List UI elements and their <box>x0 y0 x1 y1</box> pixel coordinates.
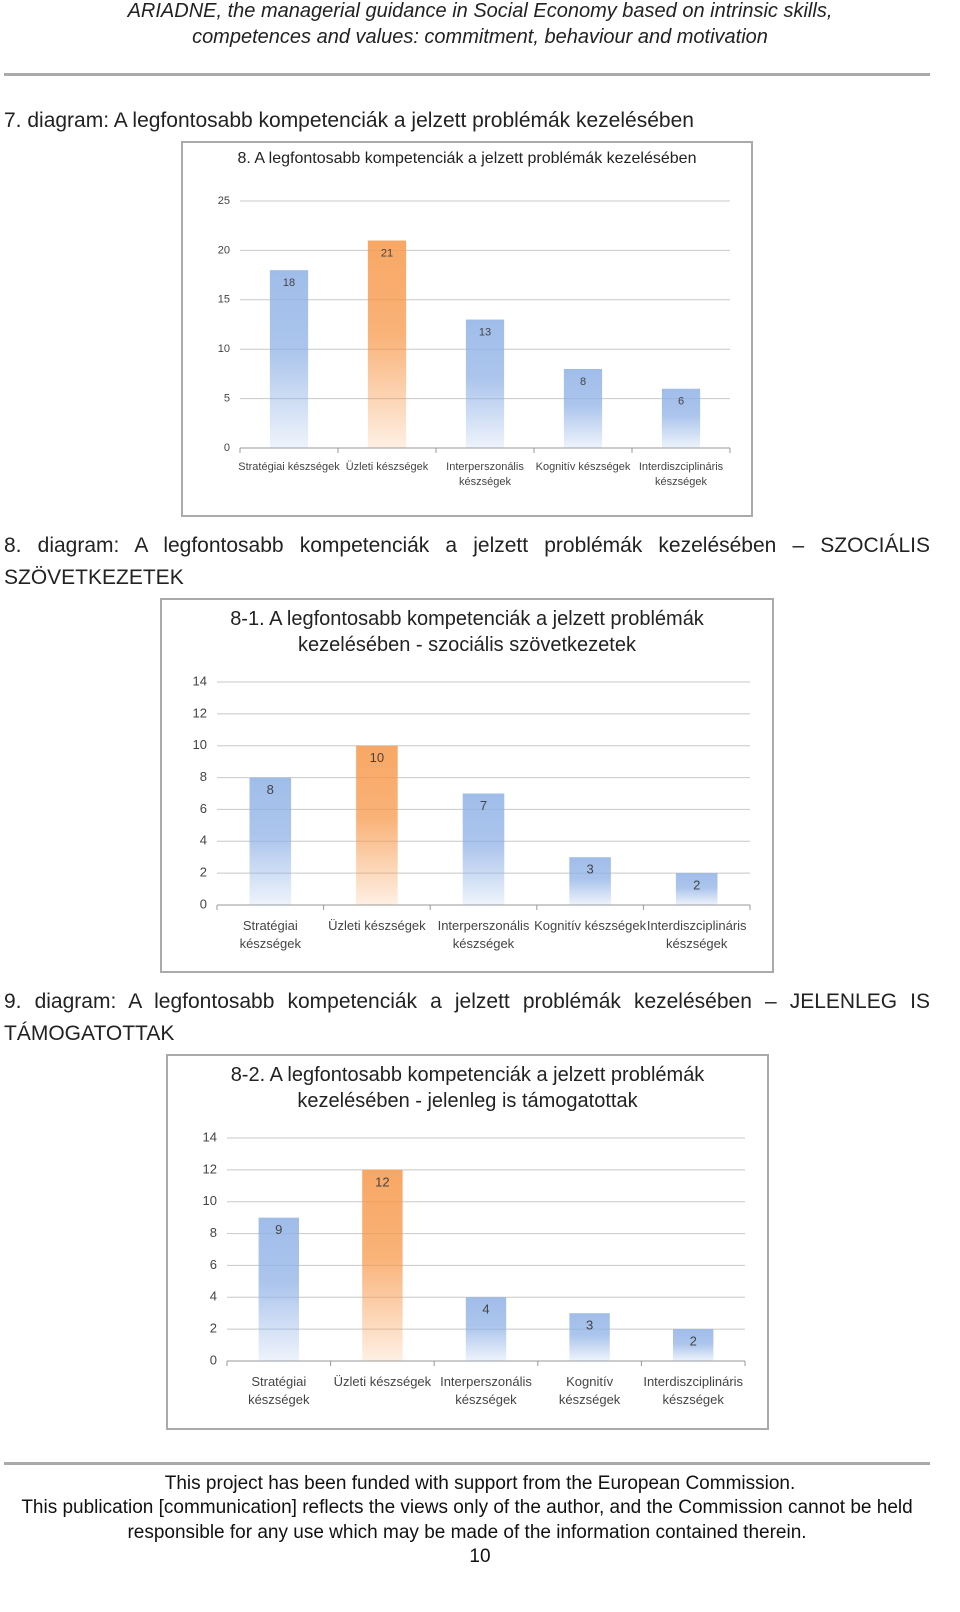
y-tick-label: 6 <box>210 1257 217 1272</box>
x-tick-label: Interdiszciplináris készségek <box>638 461 724 488</box>
x-tick-label: Üzleti készségek <box>328 918 426 933</box>
x-tick-label: Interperszonális készségek <box>440 1374 532 1407</box>
bar <box>569 857 611 905</box>
value-label: 2 <box>690 1334 697 1349</box>
header-line: competences and values: commitment, beha… <box>192 26 768 48</box>
value-label: 12 <box>375 1174 389 1189</box>
y-tick-label: 4 <box>210 1289 217 1304</box>
bar <box>672 1329 714 1361</box>
caption: 8. diagram: A legfontosabb kompetenciák … <box>4 534 930 589</box>
y-tick-label: 10 <box>203 1193 217 1208</box>
y-tick-label: 0 <box>224 442 230 454</box>
x-tick-label: Interdiszciplináris készségek <box>643 1374 744 1407</box>
value-label: 8 <box>580 376 586 388</box>
bar <box>465 319 505 448</box>
x-tick-label: Üzleti készségek <box>333 1374 432 1389</box>
chart-plot: 0 2 4 6 8 10 12 14 9 12 4 3 2 <box>203 1129 746 1367</box>
caption: 9. diagram: A legfontosabb kompetenciák … <box>4 990 930 1045</box>
bar <box>675 873 718 905</box>
y-tick-label: 10 <box>193 737 207 752</box>
chart-plot: 0 2 4 6 8 10 12 14 8 10 7 3 2 <box>193 673 751 911</box>
y-tick-label: 6 <box>200 801 207 816</box>
x-tick-label: Stratégiai készségek <box>248 1374 310 1407</box>
y-tick-label: 0 <box>210 1352 217 1367</box>
chart-title: 8-2. A legfontosabb kompetenciák a jelze… <box>230 1064 705 1112</box>
chart: 0 5 10 15 20 25 18 21 13 8 6 8. A legfontosabb komp… <box>181 141 753 517</box>
y-tick-label: 8 <box>210 1225 217 1240</box>
value-label: 2 <box>693 878 700 893</box>
x-tick-label: Üzleti készségek <box>345 461 429 473</box>
y-tick-label: 12 <box>193 705 207 720</box>
value-label: 7 <box>480 798 487 813</box>
bar <box>249 777 292 905</box>
x-tick-label: Stratégiai készségek <box>238 461 340 473</box>
chart-title: 8-1. A legfontosabb kompetenciák a jelze… <box>230 608 704 656</box>
bar <box>367 240 407 448</box>
value-label: 3 <box>586 862 593 877</box>
bar <box>465 1297 507 1361</box>
y-tick-label: 5 <box>224 393 230 405</box>
value-label: 9 <box>275 1222 282 1237</box>
header-rule <box>4 73 930 76</box>
header-line: ARIADNE, the managerial guidance in Soci… <box>127 0 833 22</box>
y-tick-label: 20 <box>218 244 230 256</box>
x-tick-label: Kognitív készségek <box>535 461 631 473</box>
footer-line: This publication [communication] reflect… <box>21 1497 913 1543</box>
y-tick-label: 2 <box>200 865 207 880</box>
footer-rule <box>4 1462 930 1465</box>
chart: 0 2 4 6 8 10 12 14 8 10 7 3 2 8-1. A legfontosabb kom… <box>160 598 774 973</box>
bar <box>356 745 398 905</box>
value-label: 10 <box>370 750 384 765</box>
caption: 7. diagram: A legfontosabb kompetenciák … <box>4 109 694 132</box>
bar <box>269 270 309 448</box>
y-tick-label: 4 <box>200 833 207 848</box>
y-tick-label: 8 <box>200 769 207 784</box>
footer-line: This project has been funded with suppor… <box>164 1473 796 1494</box>
x-tick-label: Stratégiai készségek <box>239 918 301 951</box>
x-tick-label: Kognitív készségek <box>558 1374 621 1407</box>
y-tick-label: 14 <box>203 1129 217 1144</box>
y-tick-label: 12 <box>203 1161 217 1176</box>
bar <box>569 1313 610 1361</box>
value-label: 3 <box>586 1318 593 1333</box>
value-label: 4 <box>482 1302 489 1317</box>
bar <box>462 793 505 905</box>
value-label: 8 <box>267 782 274 797</box>
y-tick-label: 10 <box>218 343 230 355</box>
x-tick-label: Interperszonális készségek <box>446 461 524 488</box>
value-label: 6 <box>678 396 684 408</box>
y-tick-label: 14 <box>193 673 207 688</box>
x-tick-label: Interperszonális készségek <box>437 918 530 951</box>
y-tick-label: 2 <box>210 1321 217 1336</box>
bar <box>258 1217 300 1361</box>
y-tick-label: 0 <box>200 896 207 911</box>
page-number: 10 <box>469 1546 491 1567</box>
value-label: 21 <box>381 247 393 259</box>
bar <box>362 1169 403 1361</box>
value-label: 13 <box>479 326 491 338</box>
value-label: 18 <box>283 277 295 289</box>
y-tick-label: 15 <box>218 294 230 306</box>
chart-title: 8. A legfontosabb kompetenciák a jelzett… <box>237 150 697 167</box>
bar <box>661 388 701 448</box>
x-tick-label: Kognitív készségek <box>534 918 647 933</box>
chart-plot: 0 5 10 15 20 25 18 21 13 8 6 <box>218 195 731 454</box>
bar <box>563 368 603 448</box>
y-tick-label: 25 <box>218 195 230 207</box>
x-tick-label: Interdiszciplináris készségek <box>646 918 747 951</box>
chart: 0 2 4 6 8 10 12 14 9 12 4 3 2 8-2. A legfontosabb kom… <box>166 1054 769 1430</box>
